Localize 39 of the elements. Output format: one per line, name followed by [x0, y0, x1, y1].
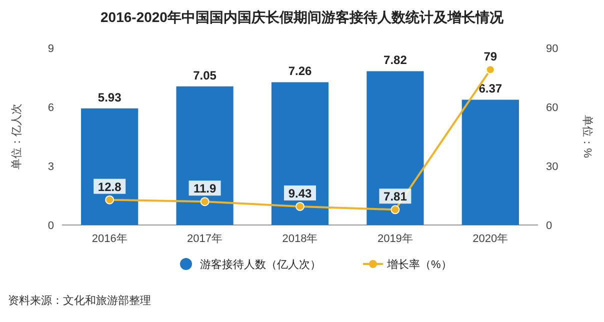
- x-tick-label: 2016年: [92, 233, 128, 245]
- data-label: 6.37: [478, 82, 502, 96]
- legend-label: 游客接待人数（亿人次）: [200, 258, 321, 271]
- y2-tick-label: 90: [546, 43, 558, 55]
- text: 资料来源：文化和旅游部整理: [8, 294, 151, 307]
- y2-tick-label: 0: [546, 220, 552, 232]
- data-label: 7.26: [288, 64, 312, 78]
- data-label: 12.8: [98, 180, 122, 194]
- bar: [81, 108, 138, 225]
- bar: [271, 82, 329, 225]
- data-label: 7.81: [384, 190, 408, 204]
- y-tick-label: 6: [48, 102, 54, 114]
- point: [486, 65, 495, 74]
- data-label: 7.05: [193, 68, 217, 82]
- y2-axis-title: 单位：%: [581, 115, 594, 158]
- bar: [462, 100, 519, 225]
- x-tick-label: 2020年: [472, 233, 508, 245]
- chart-title: 2016-2020年中国国内国庆长假期间游客接待人数统计及增长情况: [100, 9, 504, 25]
- point: [105, 195, 114, 204]
- x-tick-label: 2017年: [187, 233, 223, 245]
- data-label: 11.9: [193, 182, 216, 196]
- y-tick-label: 0: [48, 220, 54, 232]
- point: [296, 202, 304, 211]
- data-label: 79: [484, 50, 498, 64]
- y-tick-label: 3: [48, 161, 54, 173]
- y-axis-title: 单位：亿人次: [10, 104, 23, 170]
- y2-tick-label: 60: [546, 102, 558, 114]
- data-label: 9.43: [288, 186, 312, 200]
- data-label: 5.93: [98, 90, 122, 104]
- bar: [366, 71, 424, 225]
- x-tick-label: 2018年: [282, 233, 318, 245]
- data-label: 7.82: [384, 53, 408, 68]
- x-tick-label: 2019年: [377, 233, 413, 245]
- legend-label: 增长率（%）: [386, 258, 452, 271]
- point: [200, 197, 210, 206]
- point: [390, 205, 400, 214]
- bar: [176, 86, 234, 225]
- y2-tick-label: 30: [546, 161, 558, 173]
- y-tick-label: 9: [48, 43, 54, 55]
